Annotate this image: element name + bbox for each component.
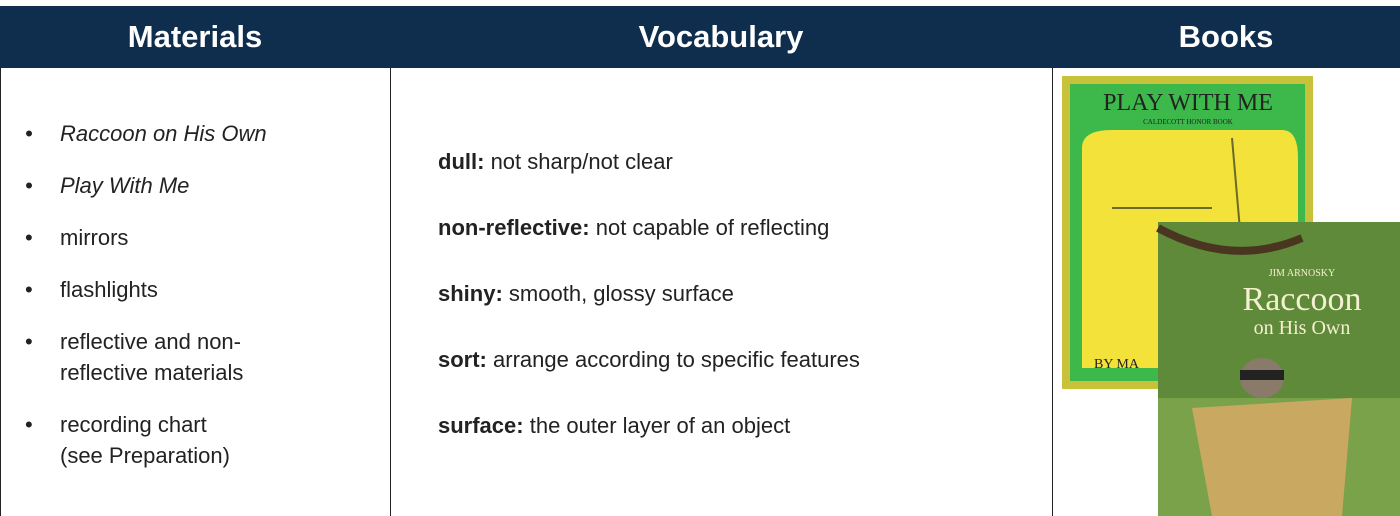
cover-title: on His Own — [1254, 317, 1351, 339]
border — [1052, 68, 1053, 516]
cover-title: PLAY WITH ME — [1103, 90, 1273, 116]
vocab-entry: dull: not sharp/not clear — [438, 146, 860, 178]
vocab-term: dull: — [438, 149, 485, 174]
list-item-line: reflective materials — [60, 360, 244, 385]
list-item-line: reflective and non- — [60, 329, 241, 354]
list-item-line: recording chart — [60, 412, 207, 437]
list-item-line: (see Preparation) — [60, 443, 230, 468]
materials-list: Raccoon on His Own Play With Me mirrors fla… — [15, 118, 267, 492]
vocab-definition: arrange according to specific features — [493, 347, 860, 372]
list-item: recording chart (see Preparation) — [15, 409, 267, 471]
illustration — [1156, 224, 1304, 255]
cover-title: Raccoon — [1243, 281, 1362, 318]
vocab-term: surface: — [438, 413, 524, 438]
list-item: Raccoon on His Own — [15, 118, 267, 149]
vocab-entry: shiny: smooth, glossy surface — [438, 278, 860, 310]
vocab-definition: not sharp/not clear — [490, 149, 673, 174]
cover-author: JIM ARNOSKY — [1269, 268, 1335, 279]
list-item-line: Play With Me — [60, 173, 190, 198]
cover-subtitle: CALDECOTT HONOR BOOK — [1143, 118, 1233, 126]
vocab-entry: surface: the outer layer of an object — [438, 410, 860, 442]
vocab-entry: sort: arrange according to specific feat… — [438, 344, 860, 376]
list-item: Play With Me — [15, 170, 267, 201]
list-item: mirrors — [15, 222, 267, 253]
vocab-definition: the outer layer of an object — [529, 413, 791, 438]
border — [0, 68, 1, 516]
header-cell: Books — [1052, 6, 1400, 68]
header-cell: Materials — [0, 6, 390, 68]
list-item: flashlights — [15, 274, 267, 305]
list-item-line: Raccoon on His Own — [60, 121, 267, 146]
illustration — [1240, 370, 1284, 380]
vocab-term: shiny: — [438, 281, 503, 306]
book-covers: PLAY WITH ME CALDECOTT HONOR BOOK BY MA … — [1062, 76, 1400, 516]
cover-author: BY MA — [1094, 357, 1140, 372]
illustration — [1192, 398, 1352, 516]
vocab-term: non-reflective: — [438, 215, 590, 240]
header-cell: Vocabulary — [390, 6, 1052, 68]
list-item: reflective and non-reflective materials — [15, 326, 267, 388]
list-item-line: flashlights — [60, 277, 158, 302]
vocab-definition: smooth, glossy surface — [508, 281, 734, 306]
list-item-line: mirrors — [60, 225, 129, 250]
vocab-entry: non-reflective: not capable of reflectin… — [438, 212, 860, 244]
vocab-term: sort: — [438, 347, 487, 372]
border — [390, 68, 391, 516]
vocab-definition: not capable of reflecting — [595, 215, 830, 240]
vocabulary-list: dull: not sharp/not clear non-reflective:… — [438, 146, 860, 476]
